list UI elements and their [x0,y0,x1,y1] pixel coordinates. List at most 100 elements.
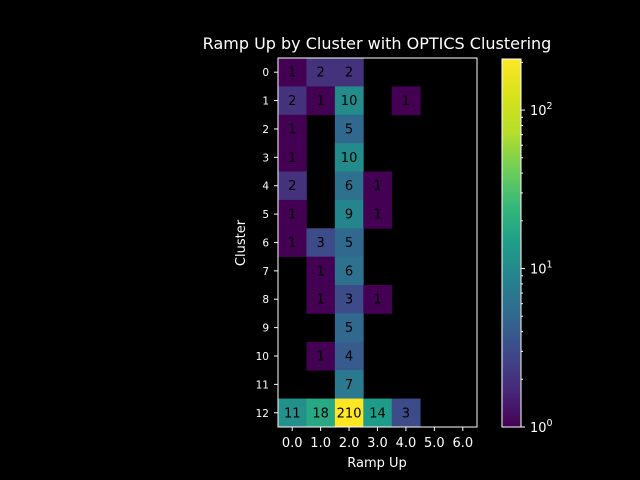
heatmap-cell [278,171,307,201]
y-tick-label: 6 [262,237,269,249]
colorbar-tick-label: 102 [530,101,553,119]
x-tick-label: 6.0 [452,436,473,451]
colorbar [502,59,521,427]
x-tick-label: 4.0 [396,436,417,451]
cell-value-label: 1 [317,94,325,109]
cell-value-label: 18 [312,406,329,421]
x-axis-label: Ramp Up [347,456,407,471]
heatmap-cell [306,398,336,428]
heatmap-cell [363,199,393,229]
x-tick-label: 0.0 [282,436,303,451]
x-tick-label: 1.0 [310,436,331,451]
cell-value-label: 3 [345,293,353,308]
cell-value-label: 210 [337,406,362,421]
heatmap-cell [278,398,307,428]
cell-value-label: 9 [345,208,353,223]
cell-value-label: 5 [345,321,353,336]
heatmap-cell [391,86,421,116]
heatmap-cell [306,285,336,314]
cell-value-label: 1 [288,122,296,137]
heatmap-cell [334,341,364,371]
heatmap-cell [334,398,364,428]
y-tick-label: 7 [262,266,269,278]
y-tick-label: 10 [256,351,269,363]
heatmap-cell [334,143,364,172]
y-tick-label: 8 [262,294,269,306]
heatmap-cell [334,58,364,87]
cell-value-label: 5 [345,236,353,251]
y-tick-label: 3 [262,152,269,164]
heatmap-cell [306,58,336,87]
heatmap-cell [334,370,364,399]
cell-value-label: 7 [345,378,353,393]
cell-value-label: 1 [373,208,381,223]
cell-value-label: 11 [284,406,301,421]
heatmap-cell [334,256,364,286]
heatmap-cell [334,285,364,314]
cell-value-label: 1 [288,66,296,81]
heatmap-cell [306,341,336,371]
cell-value-label: 10 [341,94,358,109]
heatmap-cell [391,398,421,428]
cell-value-label: 1 [317,293,325,308]
cell-value-label: 1 [402,94,410,109]
x-tick-label: 5.0 [424,436,445,451]
y-tick-label: 5 [262,209,269,221]
x-axis-ticks: 0.0 1.0 2.0 3.0 4.0 5.0 6.0 [282,427,473,451]
heatmap-cell [334,228,364,258]
y-tick-label: 11 [256,379,269,391]
heatmap-cell [363,398,393,428]
heatmap-cell [278,114,307,144]
cell-value-label: 3 [317,236,325,251]
cell-value-label: 1 [317,264,325,279]
cell-value-label: 14 [369,406,386,421]
y-tick-label: 9 [262,323,269,335]
heatmap-cell [363,285,393,314]
cell-value-label: 1 [288,208,296,223]
x-tick-label: 2.0 [339,436,360,451]
heatmap-cell [278,228,307,258]
heatmap-cells [278,58,421,428]
y-tick-label: 0 [262,67,269,79]
cell-value-label: 1 [288,151,296,166]
colorbar-tick-label: 101 [530,260,553,278]
heatmap-cell [278,86,307,116]
cell-value-label: 1 [373,293,381,308]
cell-value-label: 5 [345,122,353,137]
y-tick-label: 2 [262,124,269,136]
cell-value-label: 10 [341,151,358,166]
heatmap-cell [334,86,364,116]
cell-value-label: 4 [345,349,353,364]
chart-title: Ramp Up by Cluster with OPTICS Clusterin… [203,34,552,53]
y-tick-label: 1 [262,96,269,108]
y-axis-label: Cluster [234,219,249,266]
cell-value-label: 6 [345,179,353,194]
colorbar-tick-label: 100 [530,418,553,436]
y-tick-label: 12 [256,408,269,420]
heatmap-cell [363,171,393,201]
colorbar-ticks: 100 101 102 [521,61,553,436]
heatmap-cell [278,143,307,172]
cell-value-label: 2 [317,66,325,81]
heatmap-cell [306,86,336,116]
cell-value-label: 3 [402,406,410,421]
cell-value-label: 2 [288,94,296,109]
heatmap-cell [306,256,336,286]
heatmap-cell [334,114,364,144]
heatmap-cell [278,58,307,87]
cell-value-label: 2 [288,179,296,194]
x-tick-label: 3.0 [367,436,388,451]
cell-value-label: 1 [317,349,325,364]
colorbar-frame [501,58,522,428]
heatmap-cell [334,199,364,229]
heatmap-cell [306,228,336,258]
cell-value-label: 2 [345,66,353,81]
y-tick-label: 4 [262,181,269,193]
cell-value-label: 1 [373,179,381,194]
heatmap-cell [334,171,364,201]
cell-value-label: 6 [345,264,353,279]
heatmap-cell [278,199,307,229]
